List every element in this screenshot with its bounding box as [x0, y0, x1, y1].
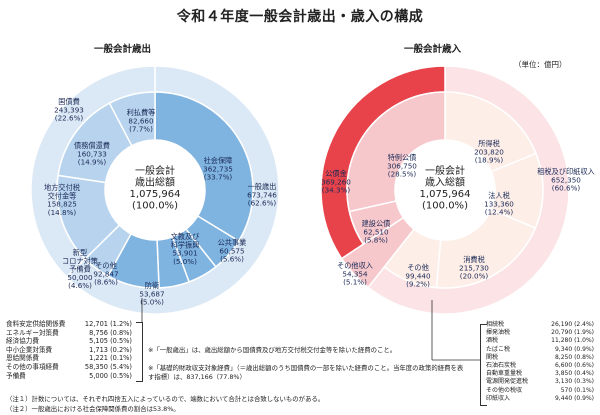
- revenue-breakdown-value: 11,280 (1.0%): [551, 337, 594, 345]
- revenue-breakdown-label: 石油石炭税: [486, 362, 517, 370]
- unit-label: （単位：億円）: [514, 60, 567, 69]
- expenditure-chart-title: 一般会計歳出: [94, 44, 152, 55]
- revenue-label-法人税: 法人税 133,360 (12.4%): [484, 191, 514, 217]
- revenue-breakdown-row: 相続税 26,190 (2.4%): [486, 321, 594, 329]
- expenditure-center-hole: [105, 140, 205, 240]
- expenditure-breakdown-list: 食料安定供給関係費 12,701 (1.2%) エネルギー対策費 8,756 (0.8…: [6, 320, 132, 380]
- revenue-breakdown-value: 3,850 (0.4%): [554, 370, 594, 378]
- revenue-label-所得税: 所得税 203,820 (18.9%): [474, 139, 504, 165]
- revenue-breakdown-row: 電源開発促進税 3,130 (0.3%): [486, 378, 594, 386]
- expenditure-label-公共事業: 公共事業 60,575 (5.6%): [218, 238, 247, 264]
- revenue-breakdown-row: 酒税 11,280 (1.0%): [486, 337, 594, 345]
- revenue-breakdown-value: 9,340 (0.9%): [554, 345, 594, 353]
- expenditure-breakdown-value: 1,221 (0.1%): [89, 354, 132, 363]
- revenue-breakdown-row: 関税 8,250 (0.8%): [486, 354, 594, 362]
- revenue-breakdown-label: 自動車重量税: [486, 370, 523, 378]
- expenditure-breakdown-row: 中小企業対策費 1,713 (0.2%): [6, 346, 132, 355]
- expenditure-center-label: 一般会計歳出総額 1,075,964 (100.0%): [130, 164, 181, 212]
- revenue-label-その他収入: その他収入 54,354 (5.1%): [337, 261, 373, 287]
- expenditure-label-債務償還費: 債務償還費 160,733 (14.9%): [74, 141, 110, 167]
- revenue-breakdown-row: たばこ税 9,340 (0.9%): [486, 346, 594, 354]
- expenditure-breakdown-value: 8,756 (0.8%): [89, 328, 132, 337]
- expenditure-breakdown-label: エネルギー対策費: [6, 328, 59, 337]
- revenue-breakdown-label: 相続税: [486, 321, 505, 328]
- expenditure-label-新型コロナ対策予備費: 新型コロナ対策予備費 50,000 (4.6%): [62, 248, 98, 290]
- expenditure-breakdown-row: 恩給関係費 1,221 (0.1%): [6, 354, 132, 363]
- revenue-breakdown-value: 6,600 (0.6%): [554, 362, 594, 370]
- revenue-label-建設公債: 建設公債 62,510 (5.8%): [362, 219, 391, 245]
- revenue-chart-title: 一般会計歳入: [404, 44, 462, 55]
- expenditure-breakdown-value: 5,105 (0.5%): [89, 337, 132, 346]
- note-general-expenditure: ※「一般歳出」は、歳出総額から国債費及び地方交付税交付金等を除いた経費のこと。: [148, 346, 397, 354]
- revenue-label-特例公債: 特例公債 306,750 (28.5%): [387, 153, 417, 179]
- footnote-1: （注１）計数については、それぞれ四捨五入によっているので、端数において合計とは合…: [6, 395, 325, 403]
- revenue-label-公債金: 公債金 369,260 (34.3%): [321, 169, 351, 195]
- expenditure-label-社会保障: 社会保障 362,735 (33.7%): [203, 156, 233, 182]
- revenue-breakdown-label: 印紙収入: [486, 394, 511, 402]
- revenue-breakdown-value: 570 (0.1%): [560, 386, 594, 394]
- revenue-breakdown-value: 8,250 (0.8%): [554, 353, 594, 361]
- revenue-breakdown-label: 関税: [486, 353, 499, 361]
- revenue-breakdown-row: 自動車重量税 3,850 (0.4%): [486, 370, 594, 378]
- expenditure-breakdown-label: その他の事項経費: [6, 362, 59, 371]
- expenditure-label-文教及び科学振興: 文教及び科学振興 53,901 (5.0%): [171, 232, 200, 266]
- expenditure-breakdown-row: その他の事項経費 58,350 (5.4%): [6, 363, 132, 372]
- expenditure-breakdown-value: 5,000 (0.5%): [89, 371, 132, 380]
- page-title: 令和４年度一般会計歳出・歳入の構成: [176, 9, 424, 25]
- revenue-label-消費税: 消費税 215,730 (20.0%): [459, 255, 489, 281]
- revenue-breakdown-row: 印紙収入 9,440 (0.9%): [486, 395, 594, 403]
- footnote-2: （注２）一般歳出における社会保障関係費の割合は53.8%。: [6, 405, 180, 413]
- expenditure-breakdown-label: 経済協力費: [6, 337, 39, 346]
- expenditure-label-地方交付税交付金等: 地方交付税交付金等 158,825 (14.8%): [44, 183, 80, 217]
- expenditure-breakdown-label: 中小企業対策費: [6, 345, 53, 354]
- revenue-breakdown-value: 26,190 (2.4%): [551, 321, 594, 328]
- note-primary-balance: ※「基礎的財政収支対象経費」（＝歳出総額のうち国債費の一部を除いた経費のこと。当…: [148, 364, 464, 381]
- expenditure-label-防衛: 防衛 53,687 (5.0%): [139, 281, 164, 307]
- revenue-breakdown-row: その他の税収 570 (0.1%): [486, 387, 594, 395]
- revenue-breakdown-label: 揮発油税: [486, 329, 511, 337]
- expenditure-breakdown-row: 予備費 5,000 (0.5%): [6, 372, 132, 381]
- revenue-breakdown-value: 9,440 (0.9%): [554, 394, 594, 402]
- revenue-center-hole: [395, 140, 495, 240]
- revenue-breakdown-label: 酒税: [486, 337, 499, 345]
- expenditure-breakdown-row: 経済協力費 5,105 (0.5%): [6, 337, 132, 346]
- expenditure-breakdown-label: 恩給関係費: [6, 354, 39, 363]
- expenditure-label-利払費等: 利払費等 82,660 (7.7%): [127, 108, 156, 134]
- expenditure-breakdown-row: 食料安定供給関係費 12,701 (1.2%): [6, 320, 132, 329]
- expenditure-breakdown-row: エネルギー対策費 8,756 (0.8%): [6, 329, 132, 338]
- expenditure-label-国債費: 国債費 243,393 (22.6%): [54, 97, 84, 123]
- revenue-center-label: 一般会計歳入総額 1,075,964 (100.0%): [420, 164, 471, 212]
- expenditure-breakdown-value: 12,701 (1.2%): [84, 320, 132, 328]
- revenue-breakdown-label: 電源開発促進税: [486, 378, 529, 386]
- expenditure-breakdown-label: 予備費: [6, 371, 26, 380]
- revenue-breakdown-bracket: [480, 324, 487, 406]
- expenditure-breakdown-value: 1,713 (0.2%): [89, 345, 132, 354]
- revenue-breakdown-label: その他の税収: [486, 386, 523, 394]
- revenue-breakdown-row: 揮発油税 20,790 (1.9%): [486, 329, 594, 337]
- revenue-breakdown-list: 相続税 26,190 (2.4%) 揮発油税 20,790 (1.9%) 酒税 11,28…: [486, 321, 594, 403]
- revenue-breakdown-row: 石油石炭税 6,600 (0.6%): [486, 362, 594, 370]
- revenue-breakdown-label: たばこ税: [486, 345, 511, 353]
- revenue-label-その他: その他 99,440 (9.2%): [405, 263, 431, 289]
- revenue-breakdown-value: 3,130 (0.3%): [554, 378, 594, 386]
- expenditure-label-その他: その他 92,847 (8.6%): [93, 261, 118, 287]
- revenue-breakdown-value: 20,790 (1.9%): [551, 329, 594, 337]
- expenditure-breakdown-value: 58,350 (5.4%): [84, 362, 132, 371]
- expenditure-breakdown-bracket: [136, 322, 143, 382]
- expenditure-label-一般歳出: 一般歳出 673,746 (62.6%): [247, 182, 277, 208]
- revenue-label-租税及び印紙収入: 租税及び印紙収入 652,350 (60.6%): [537, 167, 595, 193]
- expenditure-breakdown-label: 食料安定供給関係費: [6, 320, 66, 328]
